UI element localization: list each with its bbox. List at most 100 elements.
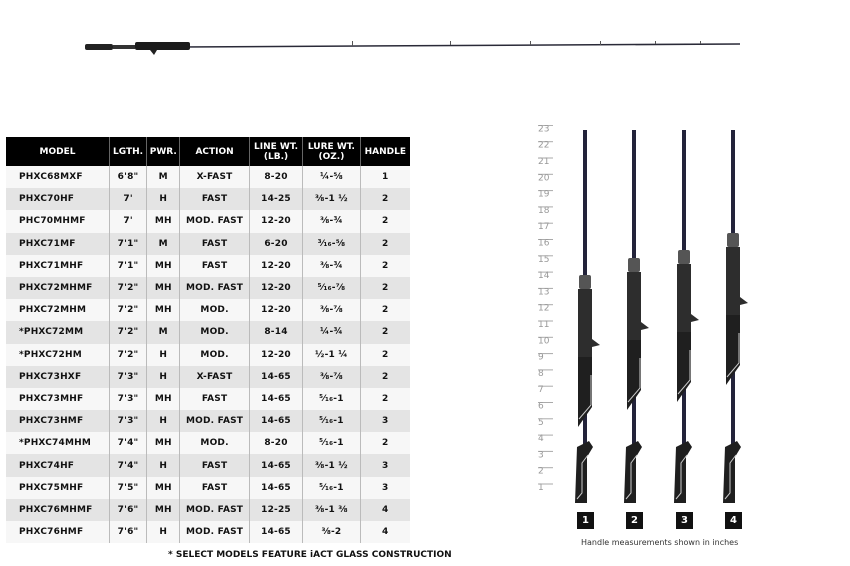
table-row: PHXC73MHF 7'3" MH FAST 14-65 ⁵⁄₁₆-1 2 xyxy=(6,387,410,411)
table-row: PHXC75MHF 7'5" MH FAST 14-65 ⁵⁄₁₆-1 3 xyxy=(6,476,410,499)
cell-handle: 4 xyxy=(359,521,410,544)
cell-handle: 2 xyxy=(359,188,410,211)
cell-line-weight: 14-65 xyxy=(248,387,303,411)
table-row: PHXC71MHF 7'1" MH FAST 12-20 ⅜-¾ 2 xyxy=(6,254,410,277)
cell-power: MH xyxy=(146,254,180,277)
ruler-label: 15 xyxy=(538,255,549,265)
handle-badge-3: 3 xyxy=(676,512,693,529)
cell-line-weight: 12-20 xyxy=(248,343,303,366)
table-row: PHXC68MXF 6'8" M X-FAST 8-20 ¼-⅝ 1 xyxy=(6,166,410,189)
cell-lure-weight: ⅜-⅞ xyxy=(302,365,361,388)
ruler-label: 9 xyxy=(538,353,544,363)
cell-power: H xyxy=(146,188,180,211)
cell-power: MH xyxy=(146,387,180,411)
cell-lure-weight: ½-1 ¼ xyxy=(302,343,361,366)
cell-lure-weight: ⁵⁄₁₆-1 xyxy=(302,387,361,411)
cell-model: PHXC68MXF xyxy=(6,166,110,189)
cell-length: 7'2" xyxy=(109,343,147,366)
cell-lure-weight: ⅜-1 ½ xyxy=(302,188,361,211)
cell-lure-weight: ⅜-¾ xyxy=(302,210,361,233)
cell-line-weight: 6-20 xyxy=(248,232,303,255)
fore-grip xyxy=(627,340,641,410)
table-row: *PHXC74MHM 7'4" MH MOD. 8-20 ⁵⁄₁₆-1 2 xyxy=(6,432,410,455)
cell-line-weight: 12-20 xyxy=(248,299,303,322)
cell-handle: 2 xyxy=(359,254,410,277)
cell-action: FAST xyxy=(179,454,250,477)
cell-length: 7'4" xyxy=(109,432,147,455)
cell-lure-weight: ⅜-⅞ xyxy=(302,299,361,322)
ruler-label: 12 xyxy=(538,304,549,314)
ruler-label: 14 xyxy=(538,271,550,281)
cell-power: H xyxy=(146,521,180,544)
cell-power: MH xyxy=(146,476,180,499)
cell-length: 7'2" xyxy=(109,299,147,322)
ruler-label: 11 xyxy=(538,320,549,330)
ruler-label: 2 xyxy=(538,467,544,477)
cell-line-weight: 14-65 xyxy=(248,521,303,544)
ruler-label: 16 xyxy=(538,239,550,249)
cell-handle: 2 xyxy=(359,210,410,233)
cell-length: 7'2" xyxy=(109,321,147,344)
cell-lure-weight: ¼-¾ xyxy=(302,321,361,344)
cell-action: X-FAST xyxy=(179,365,250,388)
ruler-label: 6 xyxy=(538,402,544,412)
cell-handle: 1 xyxy=(359,166,410,189)
cell-power: M xyxy=(146,166,180,189)
cell-line-weight: 8-20 xyxy=(248,432,303,455)
rear-grip xyxy=(723,441,741,503)
cell-model: PHXC76MHMF xyxy=(6,498,110,521)
table-row: PHXC71MF 7'1" M FAST 6-20 ³⁄₁₆-⅝ 2 xyxy=(6,232,410,255)
cell-model: PHXC75MHF xyxy=(6,476,110,499)
cell-action: FAST xyxy=(179,387,250,411)
cell-line-weight: 14-65 xyxy=(248,454,303,477)
reel-seat xyxy=(627,272,649,340)
cell-line-weight: 14-65 xyxy=(248,365,303,388)
cell-power: H xyxy=(146,365,180,388)
cell-power: H xyxy=(146,343,180,366)
cell-power: MH xyxy=(146,299,180,322)
cell-length: 7'3" xyxy=(109,365,147,388)
cell-model: *PHXC72MM xyxy=(6,321,110,344)
cell-line-weight: 12-20 xyxy=(248,276,303,300)
cell-action: MOD. FAST xyxy=(179,498,250,521)
cell-length: 7'1" xyxy=(109,232,147,255)
cell-handle: 2 xyxy=(359,299,410,322)
cell-power: H xyxy=(146,410,180,433)
cell-lure-weight: ⁵⁄₁₆-1 xyxy=(302,432,361,455)
cell-power: MH xyxy=(146,432,180,455)
table-row: PHC70MHMF 7' MH MOD. FAST 12-20 ⅜-¾ 2 xyxy=(6,210,410,233)
header-model: MODEL xyxy=(6,137,110,166)
cell-power: MH xyxy=(146,276,180,300)
rod-image xyxy=(85,41,741,55)
ruler-label: 4 xyxy=(538,434,544,444)
handle-badge-4: 4 xyxy=(725,512,742,529)
cell-handle: 2 xyxy=(359,321,410,344)
specs-table: MODEL LGTH. PWR. ACTION LINE WT. (LB.) LURE W… xyxy=(6,137,410,544)
fore-grip xyxy=(578,357,592,427)
cell-lure-weight: ⅜-1 ½ xyxy=(302,454,361,477)
ruler-label: 22 xyxy=(538,141,549,151)
cell-model: PHXC71MF xyxy=(6,232,110,255)
cell-action: MOD. FAST xyxy=(179,410,250,433)
cell-lure-weight: ⅜-1 ⅜ xyxy=(302,498,361,521)
cell-line-weight: 8-14 xyxy=(248,321,303,344)
table-row: PHXC72MHMF 7'2" MH MOD. FAST 12-20 ⁵⁄₁₆-⅞ 2 xyxy=(6,276,410,300)
cell-line-weight: 14-65 xyxy=(248,476,303,499)
cell-lure-weight: ⅜-¾ xyxy=(302,254,361,277)
cell-lure-weight: ⁵⁄₁₆-1 xyxy=(302,476,361,499)
cell-handle: 2 xyxy=(359,276,410,300)
cell-action: MOD. xyxy=(179,321,250,344)
cell-model: PHXC73MHF xyxy=(6,387,110,411)
reel-seat xyxy=(726,247,748,315)
fore-grip xyxy=(677,332,691,402)
cell-lure-weight: ³⁄₁₆-⅝ xyxy=(302,232,361,255)
winding-check xyxy=(579,275,591,289)
rear-grip xyxy=(575,441,593,503)
cell-line-weight: 14-25 xyxy=(248,188,303,211)
cell-length: 7'3" xyxy=(109,410,147,433)
cell-action: MOD. xyxy=(179,343,250,366)
